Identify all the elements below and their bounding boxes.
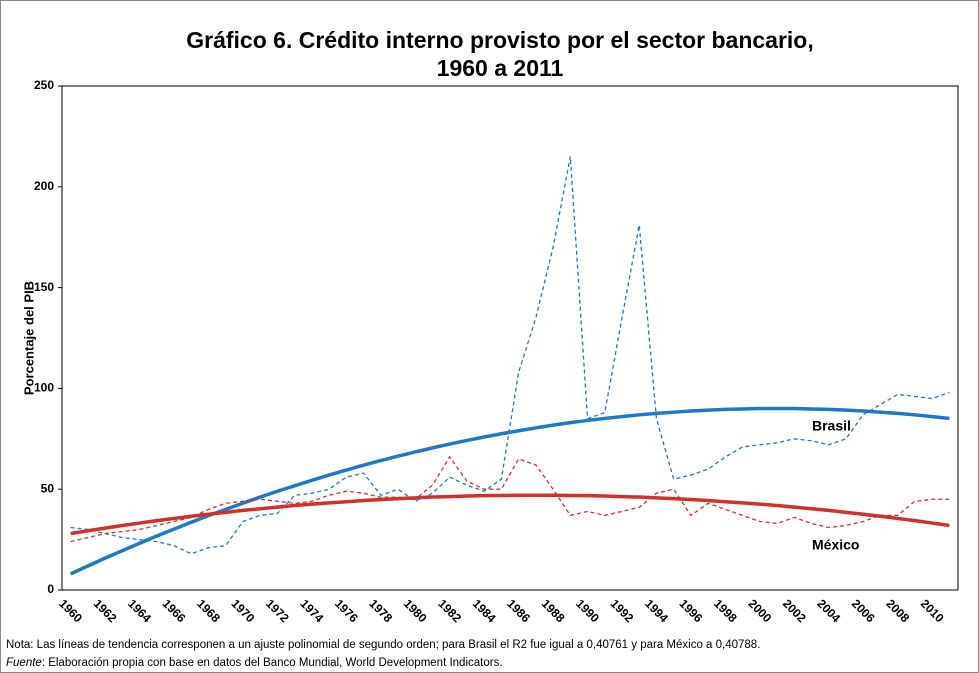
series-label: México [812,537,859,553]
plot-frame [61,85,959,591]
series-label: Brasil [812,418,851,434]
source-label: Fuente [6,657,42,669]
y-tick-label: 150 [34,280,54,294]
y-tick-label: 250 [34,78,54,92]
note: Nota: Las líneas de tendencia correspone… [6,639,760,651]
y-tick-label: 0 [47,582,54,596]
chart-title: Gráfico 6. Crédito interno provisto por … [186,27,814,53]
trend-line [70,493,950,536]
data-line [70,156,950,555]
source-text: : Elaboración propia con base en datos d… [42,657,503,669]
y-tick-label: 200 [34,179,54,193]
y-tick-label: 100 [34,381,54,395]
y-axis-title: Porcentaje del PIB [21,281,36,395]
y-tick-label: 50 [41,481,55,495]
data-line [70,455,950,543]
chart-title: 1960 a 2011 [437,55,564,81]
source: Fuente: Elaboración propia con base en d… [6,657,503,669]
